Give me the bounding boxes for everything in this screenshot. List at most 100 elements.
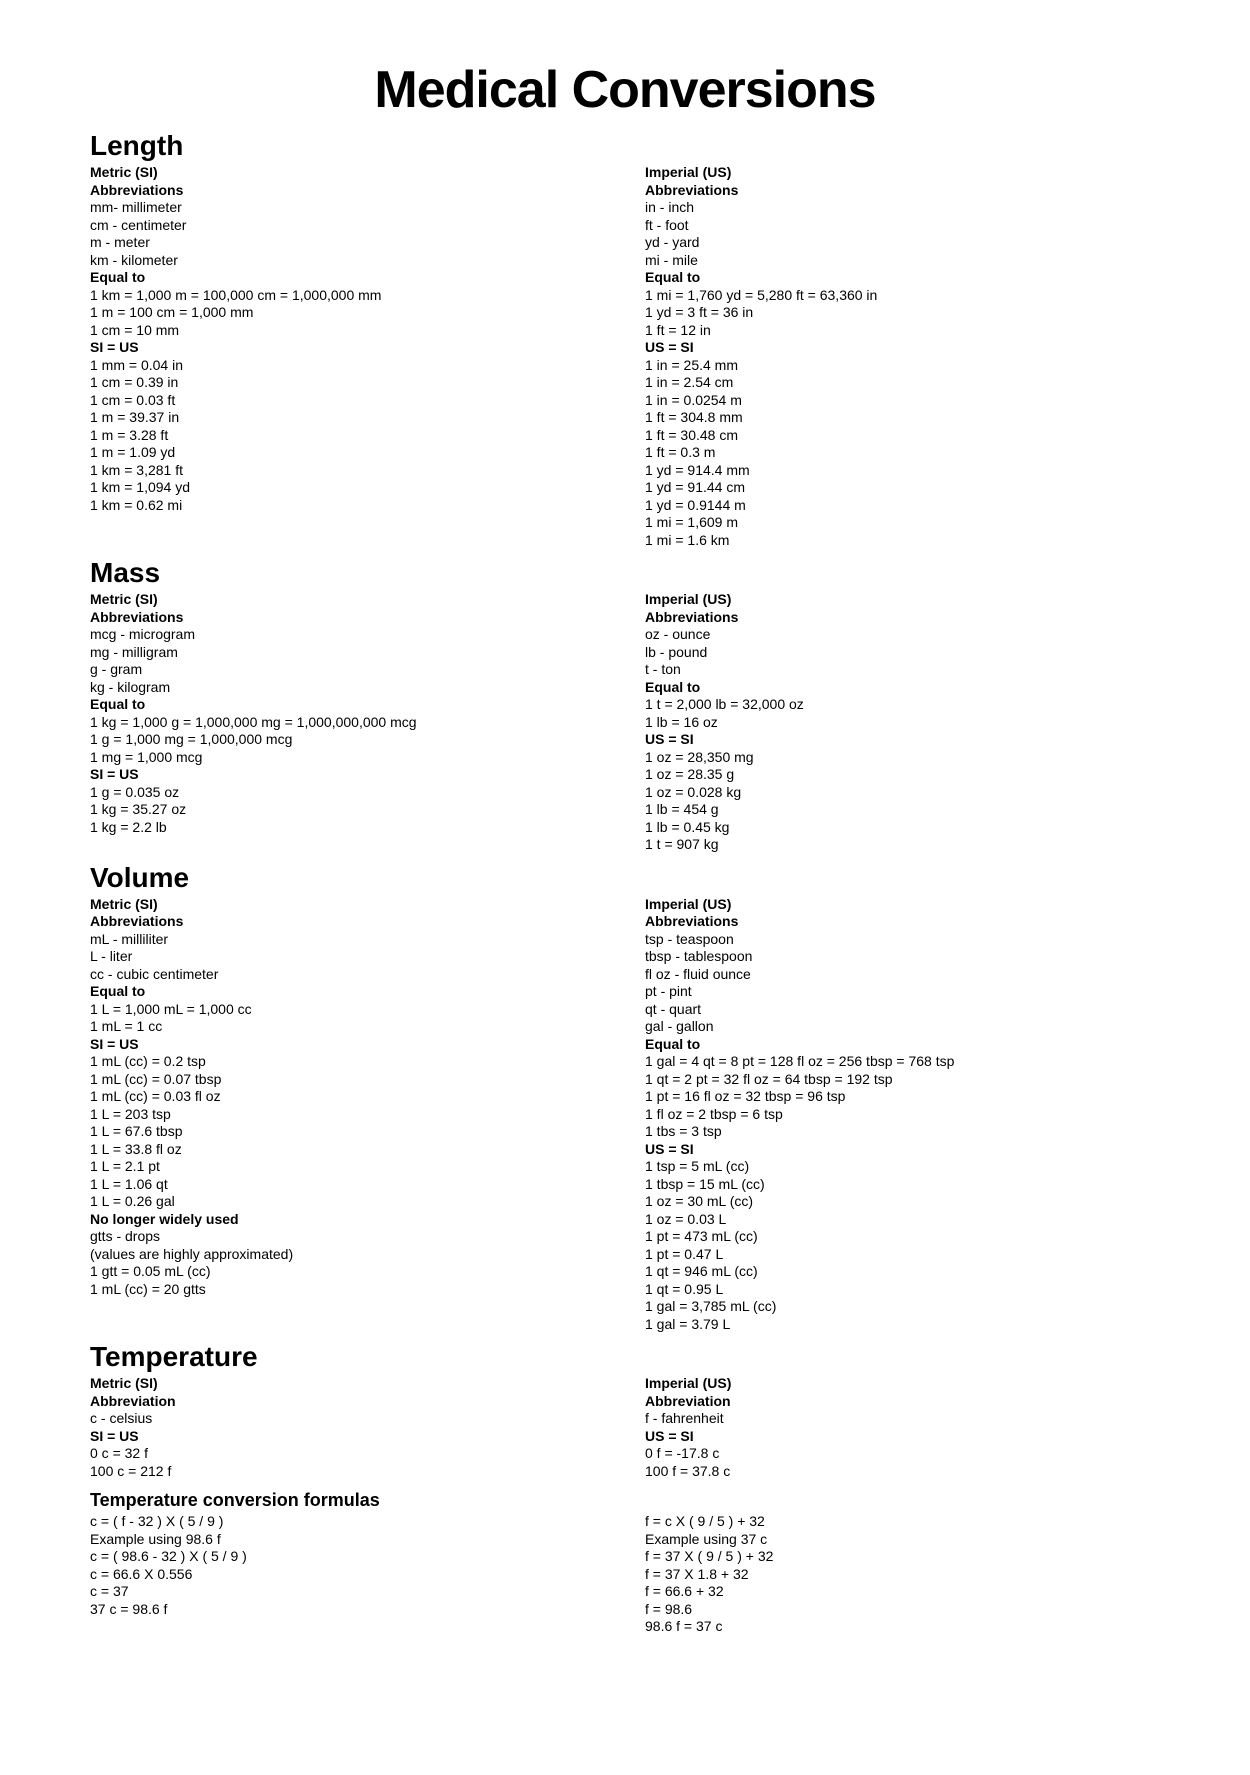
list-item: 1 ft = 30.48 cm (645, 427, 1160, 445)
list-item: 1 cm = 10 mm (90, 322, 605, 340)
list-item: 1 mi = 1.6 km (645, 532, 1160, 550)
length-imperial: Imperial (US) Abbreviations in - inchft … (645, 164, 1160, 549)
extra-list: gtts - drops(values are highly approxima… (90, 1228, 605, 1298)
list-item: f = 98.6 (645, 1601, 1160, 1619)
list-item: 1 oz = 0.03 L (645, 1211, 1160, 1229)
conv-label: SI = US (90, 1036, 605, 1054)
equal-label: Equal to (645, 1036, 1160, 1054)
list-item: in - inch (645, 199, 1160, 217)
system-label: Metric (SI) (90, 591, 605, 609)
list-item: 1 ft = 0.3 m (645, 444, 1160, 462)
volume-metric: Metric (SI) Abbreviations mL - millilite… (90, 896, 605, 1334)
equal-label: Equal to (90, 696, 605, 714)
list-item: gal - gallon (645, 1018, 1160, 1036)
list-item: 1 ft = 12 in (645, 322, 1160, 340)
list-item: c = ( 98.6 - 32 ) X ( 5 / 9 ) (90, 1548, 605, 1566)
list-item: 1 L = 203 tsp (90, 1106, 605, 1124)
list-item: 1 L = 1,000 mL = 1,000 cc (90, 1001, 605, 1019)
list-item: 1 lb = 454 g (645, 801, 1160, 819)
equal-label: Equal to (645, 679, 1160, 697)
abbr-list: oz - ouncelb - poundt - ton (645, 626, 1160, 679)
list-item: 1 m = 100 cm = 1,000 mm (90, 304, 605, 322)
list-item: 1 in = 2.54 cm (645, 374, 1160, 392)
abbr-list: in - inchft - footyd - yardmi - mile (645, 199, 1160, 269)
list-item: 0 c = 32 f (90, 1445, 605, 1463)
list-item: 1 gal = 3,785 mL (cc) (645, 1298, 1160, 1316)
list-item: 1 L = 33.8 fl oz (90, 1141, 605, 1159)
temperature-metric: Metric (SI) Abbreviation c - celsius SI … (90, 1375, 605, 1480)
list-item: 1 oz = 28,350 mg (645, 749, 1160, 767)
list-item: f = 37 X 1.8 + 32 (645, 1566, 1160, 1584)
list-item: 37 c = 98.6 f (90, 1601, 605, 1619)
system-label: Metric (SI) (90, 896, 605, 914)
list-item: fl oz - fluid ounce (645, 966, 1160, 984)
length-metric: Metric (SI) Abbreviations mm- millimeter… (90, 164, 605, 549)
list-item: 1 in = 0.0254 m (645, 392, 1160, 410)
list-item: 1 mg = 1,000 mcg (90, 749, 605, 767)
list-item: f = 66.6 + 32 (645, 1583, 1160, 1601)
list-item: 1 pt = 473 mL (cc) (645, 1228, 1160, 1246)
conv-label: US = SI (645, 1141, 1160, 1159)
system-label: Imperial (US) (645, 1375, 1160, 1393)
list-item: 1 kg = 1,000 g = 1,000,000 mg = 1,000,00… (90, 714, 605, 732)
system-label: Metric (SI) (90, 1375, 605, 1393)
conv-label: US = SI (645, 339, 1160, 357)
list-item: 1 mL (cc) = 0.07 tbsp (90, 1071, 605, 1089)
list-item: 1 oz = 28.35 g (645, 766, 1160, 784)
list-item: mi - mile (645, 252, 1160, 270)
abbr-label: Abbreviations (90, 182, 605, 200)
abbr-label: Abbreviations (645, 913, 1160, 931)
list-item: 1 mi = 1,760 yd = 5,280 ft = 63,360 in (645, 287, 1160, 305)
abbr-label: Abbreviations (645, 182, 1160, 200)
list-item: 0 f = -17.8 c (645, 1445, 1160, 1463)
temperature-columns: Metric (SI) Abbreviation c - celsius SI … (90, 1375, 1160, 1480)
list-item: qt - quart (645, 1001, 1160, 1019)
mass-imperial: Imperial (US) Abbreviations oz - ouncelb… (645, 591, 1160, 854)
list-item: cm - centimeter (90, 217, 605, 235)
list-item: 98.6 f = 37 c (645, 1618, 1160, 1636)
list-item: t - ton (645, 661, 1160, 679)
list-item: 1 oz = 0.028 kg (645, 784, 1160, 802)
system-label: Metric (SI) (90, 164, 605, 182)
list-item: f = 37 X ( 9 / 5 ) + 32 (645, 1548, 1160, 1566)
list-item: 1 gtt = 0.05 mL (cc) (90, 1263, 605, 1281)
list-item: lb - pound (645, 644, 1160, 662)
length-heading: Length (90, 130, 1160, 162)
equal-list: 1 L = 1,000 mL = 1,000 cc1 mL = 1 cc (90, 1001, 605, 1036)
list-item: Example using 37 c (645, 1531, 1160, 1549)
list-item: 1 m = 39.37 in (90, 409, 605, 427)
list-item: 1 L = 2.1 pt (90, 1158, 605, 1176)
list-item: 1 tsp = 5 mL (cc) (645, 1158, 1160, 1176)
list-item: 1 ft = 304.8 mm (645, 409, 1160, 427)
list-item: c = 37 (90, 1583, 605, 1601)
extra-label: No longer widely used (90, 1211, 605, 1229)
equal-label: Equal to (90, 983, 605, 1001)
list-item: 1 yd = 3 ft = 36 in (645, 304, 1160, 322)
list-item: 1 t = 907 kg (645, 836, 1160, 854)
conv-label: SI = US (90, 1428, 605, 1446)
list-item: mg - milligram (90, 644, 605, 662)
volume-imperial: Imperial (US) Abbreviations tsp - teaspo… (645, 896, 1160, 1334)
list-item: tbsp - tablespoon (645, 948, 1160, 966)
list-item: km - kilometer (90, 252, 605, 270)
list-item: 1 lb = 0.45 kg (645, 819, 1160, 837)
abbr-label: Abbreviations (90, 609, 605, 627)
list-item: 1 yd = 91.44 cm (645, 479, 1160, 497)
abbr-label: Abbreviations (645, 609, 1160, 627)
list-item: oz - ounce (645, 626, 1160, 644)
list-item: 1 g = 0.035 oz (90, 784, 605, 802)
list-item: 1 tbs = 3 tsp (645, 1123, 1160, 1141)
list-item: gtts - drops (90, 1228, 605, 1246)
abbr-list: mcg - microgrammg - milligramg - gramkg … (90, 626, 605, 696)
list-item: 1 cm = 0.03 ft (90, 392, 605, 410)
equal-list: 1 kg = 1,000 g = 1,000,000 mg = 1,000,00… (90, 714, 605, 767)
conv-list: 1 g = 0.035 oz1 kg = 35.27 oz1 kg = 2.2 … (90, 784, 605, 837)
list-item: 1 yd = 914.4 mm (645, 462, 1160, 480)
conv-label: SI = US (90, 766, 605, 784)
abbr-list: tsp - teaspoontbsp - tablespoonfl oz - f… (645, 931, 1160, 1036)
list-item: 1 m = 1.09 yd (90, 444, 605, 462)
abbr-label: Abbreviation (645, 1393, 1160, 1411)
conv-list: 1 mL (cc) = 0.2 tsp1 mL (cc) = 0.07 tbsp… (90, 1053, 605, 1211)
page-title: Medical Conversions (90, 60, 1160, 120)
conv-list: 1 tsp = 5 mL (cc)1 tbsp = 15 mL (cc)1 oz… (645, 1158, 1160, 1333)
